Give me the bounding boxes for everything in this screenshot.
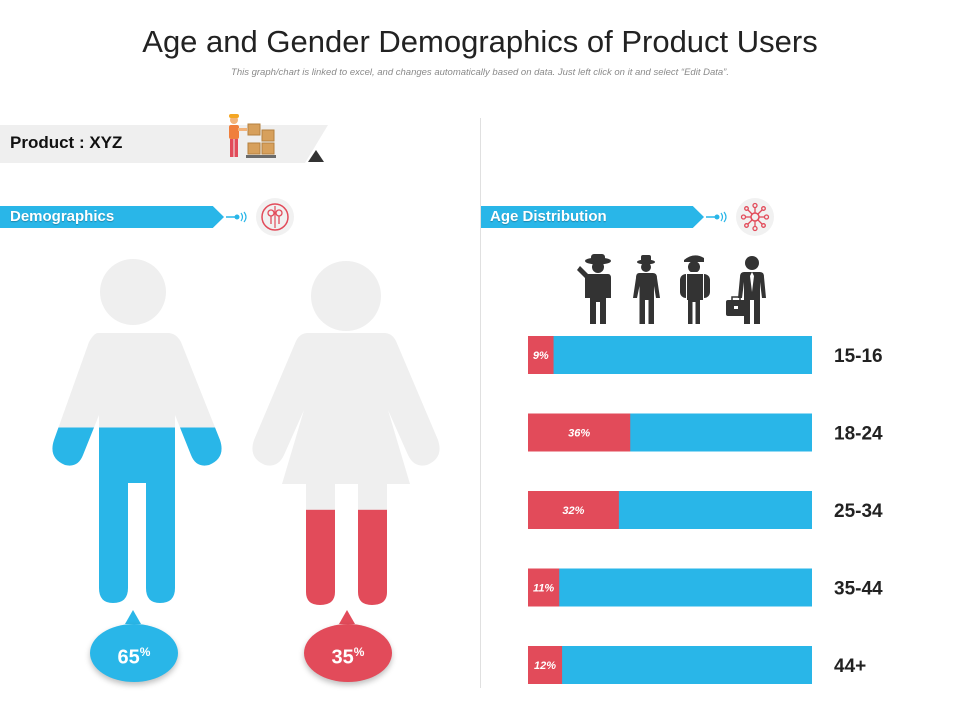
female-bubble-pointer — [339, 610, 355, 624]
age-bar-18-24 — [528, 413, 631, 452]
age-category-label: 35-44 — [834, 579, 883, 600]
age-distribution-ribbon: Age Distribution — [480, 206, 704, 228]
worker-with-boxes-icon — [229, 114, 276, 158]
age-bar-25-34 — [528, 491, 619, 529]
male-percent-value: 65 — [117, 646, 140, 669]
page-subtitle: This graph/chart is linked to excel, and… — [231, 67, 729, 78]
male-percent-unit: % — [139, 645, 151, 659]
age-bar-value-label: 12% — [534, 660, 556, 672]
age-category-label: 15-16 — [834, 346, 883, 367]
age-bar-track — [528, 336, 812, 374]
ribbon-dots-connector-right — [706, 211, 727, 223]
female-percent-value: 35 — [331, 646, 354, 669]
network-icon — [736, 198, 774, 236]
age-category-label: 18-24 — [834, 424, 883, 445]
age-bar-value-label: 36% — [568, 428, 590, 440]
age-bar-value-label: 32% — [562, 505, 584, 517]
age-bar-chart: 9% 15-16 36% 18-24 32% 25-34 11% 35-44 12% 44+ — [528, 336, 883, 684]
farmer-icon — [577, 254, 611, 324]
product-label: Product : XYZ — [10, 133, 123, 152]
age-bar-track — [528, 568, 812, 607]
section-divider — [480, 118, 481, 688]
product-pointer-triangle — [308, 150, 324, 162]
age-bar-15-16 — [528, 336, 554, 374]
page-title: Age and Gender Demographics of Product U… — [142, 24, 818, 59]
gender-circle-icon — [256, 198, 294, 236]
age-bar-35-44 — [528, 568, 560, 607]
male-bubble-pointer — [125, 610, 141, 624]
age-bar-value-label: 9% — [533, 350, 549, 362]
ribbon-dots-connector — [226, 211, 247, 223]
age-bar-track — [528, 646, 812, 684]
female-percent-bubble: 35% — [304, 624, 392, 682]
age-bar-value-label: 11% — [533, 583, 554, 595]
man-with-hat-icon — [633, 255, 660, 324]
businessman-icon — [726, 256, 766, 324]
female-percent-unit: % — [353, 645, 365, 659]
age-category-label: 44+ — [834, 656, 866, 677]
gender-figures — [52, 259, 440, 605]
male-fill — [52, 427, 222, 603]
demographics-ribbon: Demographics — [0, 206, 224, 228]
male-percent-bubble: 65% — [90, 624, 178, 682]
age-category-label: 25-34 — [834, 501, 883, 522]
age-bar-44+ — [528, 646, 563, 684]
hiker-icon — [680, 255, 710, 324]
female-fill — [252, 509, 440, 605]
